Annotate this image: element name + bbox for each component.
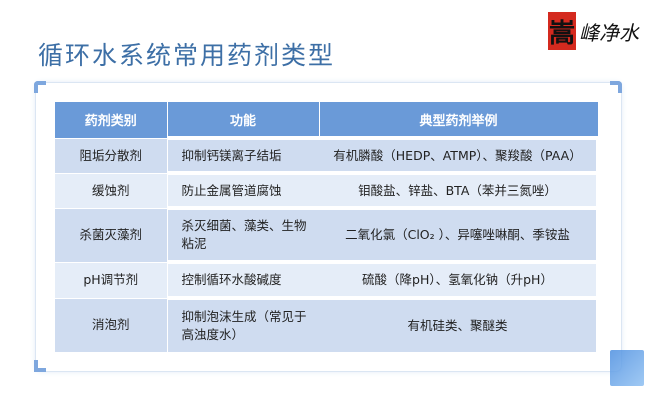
header-examples: 典型药剂举例 — [319, 102, 599, 138]
cell-examples: 有机硅类、聚醚类 — [319, 296, 600, 352]
logo-seal: 嵩 — [548, 12, 576, 50]
cell-examples: 有机膦酸（HEDP、ATMP）、聚羧酸（PAA） — [319, 136, 600, 173]
chemicals-table: 药剂类别 功能 典型药剂举例 阻垢分散剂 抑制钙镁离子结垢 有机膦酸（HEDP、AT… — [55, 102, 600, 352]
cell-examples: 钼酸盐、锌盐、BTA（苯并三氮唑） — [319, 171, 600, 208]
cell-examples: 二氧化氯（ClO₂ ）、异噻唑啉酮、季铵盐 — [319, 206, 600, 262]
logo-text: 峰净水 — [579, 20, 639, 45]
cell-category: 消泡剂 — [55, 297, 168, 352]
frame-corner — [34, 81, 46, 93]
table-header-row: 药剂类别 功能 典型药剂举例 — [55, 102, 599, 138]
cell-category: 缓蚀剂 — [55, 172, 168, 208]
table-row: 杀菌灭藻剂 杀灭细菌、藻类、生物粘泥 二氧化氯（ClO₂ ）、异噻唑啉酮、季铵盐 — [55, 206, 600, 262]
cell-category: 杀菌灭藻剂 — [55, 207, 168, 262]
table-row: pH调节剂 控制循环水酸碱度 硫酸（降pH）、氢氧化钠（升pH） — [55, 260, 600, 298]
cell-category: pH调节剂 — [55, 261, 168, 298]
table-row: 缓蚀剂 防止金属管道腐蚀 钼酸盐、锌盐、BTA（苯并三氮唑） — [55, 171, 600, 208]
table-frame — [35, 82, 622, 372]
page-title: 循环水系统常用药剂类型 — [38, 41, 336, 70]
cell-category: 阻垢分散剂 — [55, 137, 168, 173]
cell-function: 抑制钙镁离子结垢 — [167, 136, 319, 173]
table-row: 阻垢分散剂 抑制钙镁离子结垢 有机膦酸（HEDP、ATMP）、聚羧酸（PAA） — [55, 136, 600, 173]
cell-examples: 硫酸（降pH）、氢氧化钠（升pH） — [319, 260, 600, 298]
cell-function: 抑制泡沫生成（常见于高浊度水） — [167, 296, 319, 352]
frame-corner — [34, 360, 46, 372]
cell-function: 防止金属管道腐蚀 — [167, 171, 319, 208]
frame-corner — [610, 81, 622, 93]
decorative-square — [610, 350, 644, 386]
header-function: 功能 — [167, 102, 320, 138]
table-row: 消泡剂 抑制泡沫生成（常见于高浊度水） 有机硅类、聚醚类 — [55, 296, 600, 352]
header-category: 药剂类别 — [55, 102, 168, 138]
cell-function: 控制循环水酸碱度 — [167, 260, 319, 298]
cell-function: 杀灭细菌、藻类、生物粘泥 — [167, 206, 319, 262]
brand-logo: 嵩 峰净水 — [548, 12, 639, 50]
